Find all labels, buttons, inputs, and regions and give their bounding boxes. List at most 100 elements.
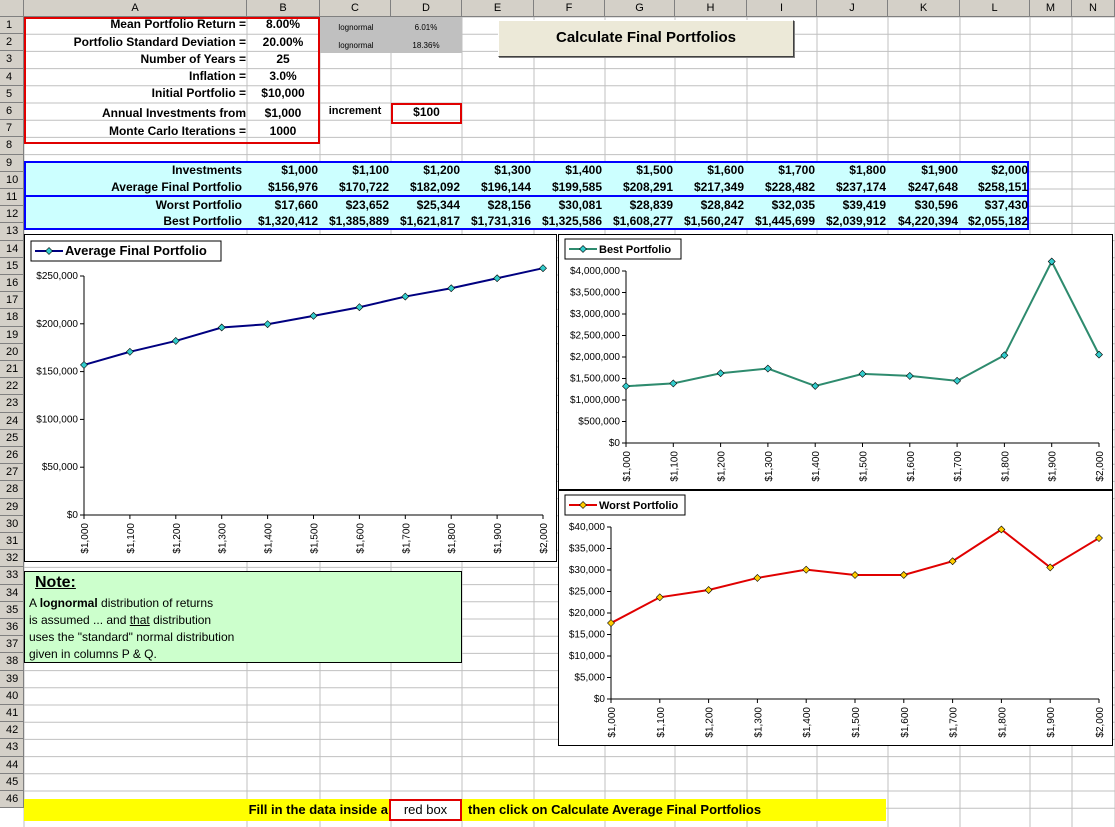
- row-header-28[interactable]: 28: [0, 481, 24, 499]
- row-header-5[interactable]: 5: [0, 85, 24, 103]
- x-tick-label: $1,100: [669, 451, 680, 482]
- row-header-42[interactable]: 42: [0, 722, 24, 740]
- row-header-21[interactable]: 21: [0, 361, 24, 379]
- row-header-9[interactable]: 9: [0, 154, 24, 172]
- y-tick-label: $20,000: [569, 608, 606, 619]
- table-cell: $182,092: [409, 180, 460, 194]
- table-cell: $1,000: [281, 163, 318, 177]
- data-point: [125, 347, 134, 356]
- increment-value[interactable]: $100: [413, 105, 440, 119]
- row-header-17[interactable]: 17: [0, 292, 24, 310]
- lognormal-cells: [320, 17, 462, 53]
- row-header-26[interactable]: 26: [0, 447, 24, 465]
- row-header-23[interactable]: 23: [0, 395, 24, 413]
- series-line: [625, 259, 1100, 388]
- row-header-22[interactable]: 22: [0, 378, 24, 396]
- y-tick-label: $3,500,000: [570, 288, 620, 299]
- inflation-value[interactable]: 3.0%: [269, 69, 297, 83]
- row-header-33[interactable]: 33: [0, 567, 24, 585]
- row-header-38[interactable]: 38: [0, 653, 24, 671]
- row-header-10[interactable]: 10: [0, 171, 24, 189]
- row-header-15[interactable]: 15: [0, 257, 24, 275]
- note-box: Note: A lognormal distribution of return…: [24, 571, 462, 663]
- row-header-25[interactable]: 25: [0, 429, 24, 447]
- data-point: [948, 557, 957, 566]
- std-dev-value[interactable]: 20.00%: [262, 35, 304, 49]
- column-header-B[interactable]: B: [247, 0, 320, 17]
- column-header-K[interactable]: K: [888, 0, 960, 17]
- row-header-36[interactable]: 36: [0, 619, 24, 637]
- column-header-F[interactable]: F: [534, 0, 605, 17]
- row-header-19[interactable]: 19: [0, 326, 24, 344]
- row-header-18[interactable]: 18: [0, 309, 24, 327]
- y-tick-label: $40,000: [569, 522, 606, 533]
- row-header-29[interactable]: 29: [0, 498, 24, 516]
- years-value[interactable]: 25: [276, 52, 290, 66]
- row-header-46[interactable]: 46: [0, 791, 24, 809]
- best-chart[interactable]: $0 $500,000 $1,000,000 $1,500,000 $2,000,000…: [558, 234, 1113, 490]
- row-header-27[interactable]: 27: [0, 464, 24, 482]
- row-header-30[interactable]: 30: [0, 515, 24, 533]
- table-cell: $1,325,586: [541, 214, 602, 228]
- column-header-E[interactable]: E: [462, 0, 534, 17]
- mean-return-value[interactable]: 8.00%: [265, 17, 301, 31]
- row-header-12[interactable]: 12: [0, 206, 24, 224]
- row-header-1[interactable]: 1: [0, 17, 24, 35]
- row-header-20[interactable]: 20: [0, 343, 24, 361]
- column-header-L[interactable]: L: [960, 0, 1030, 17]
- table-cell: $30,596: [914, 198, 958, 212]
- row-header-39[interactable]: 39: [0, 670, 24, 688]
- column-header-D[interactable]: D: [391, 0, 462, 17]
- row-header-35[interactable]: 35: [0, 601, 24, 619]
- calculate-final-portfolios-button[interactable]: Calculate Final Portfolios: [498, 20, 794, 57]
- row-header-3[interactable]: 3: [0, 51, 24, 69]
- row-header-13[interactable]: 13: [0, 223, 24, 241]
- row-header-7[interactable]: 7: [0, 120, 24, 138]
- row-header-32[interactable]: 32: [0, 550, 24, 568]
- row-header-40[interactable]: 40: [0, 687, 24, 705]
- row-header-14[interactable]: 14: [0, 240, 24, 258]
- select-all-corner[interactable]: [0, 0, 24, 17]
- annual-investments-value[interactable]: $1,000: [264, 106, 302, 120]
- data-point: [309, 311, 318, 320]
- column-header-M[interactable]: M: [1030, 0, 1072, 17]
- row-header-8[interactable]: 8: [0, 137, 24, 155]
- x-tick-label: $1,700: [953, 451, 964, 482]
- monte-carlo-value[interactable]: 1000: [269, 124, 297, 138]
- row-header-2[interactable]: 2: [0, 34, 24, 52]
- x-tick-label: $1,000: [622, 451, 633, 482]
- column-header-N[interactable]: N: [1072, 0, 1115, 17]
- table-cell: $2,039,912: [825, 214, 886, 228]
- table-row-label: Best Portfolio: [163, 214, 242, 228]
- row-header-16[interactable]: 16: [0, 275, 24, 293]
- table-row-label: Worst Portfolio: [155, 198, 242, 212]
- data-point: [1000, 351, 1009, 360]
- table-cell: $1,400: [565, 163, 602, 177]
- column-header-G[interactable]: G: [605, 0, 675, 17]
- row-header-37[interactable]: 37: [0, 636, 24, 654]
- data-point: [447, 284, 456, 293]
- row-header-11[interactable]: 11: [0, 189, 24, 207]
- column-header-I[interactable]: I: [747, 0, 817, 17]
- row-header-6[interactable]: 6: [0, 103, 24, 121]
- row-header-24[interactable]: 24: [0, 412, 24, 430]
- worst-chart[interactable]: $0 $5,000 $10,000 $15,000 $20,000 $25,000 $30,…: [558, 490, 1113, 746]
- column-header-A[interactable]: A: [24, 0, 247, 17]
- row-header-45[interactable]: 45: [0, 773, 24, 791]
- average-chart[interactable]: $0 $50,000 $100,000 $150,000 $200,000 $250,00…: [24, 234, 557, 562]
- row-header-43[interactable]: 43: [0, 739, 24, 757]
- initial-portfolio-value[interactable]: $10,000: [261, 86, 305, 100]
- data-point: [753, 574, 762, 582]
- mean-return-label: Mean Portfolio Return =: [110, 17, 246, 31]
- row-header-41[interactable]: 41: [0, 705, 24, 723]
- row-header-31[interactable]: 31: [0, 533, 24, 551]
- initial-portfolio-label: Initial Portfolio =: [151, 86, 246, 100]
- x-tick-label: $1,000: [607, 707, 618, 738]
- column-header-J[interactable]: J: [817, 0, 888, 17]
- row-header-44[interactable]: 44: [0, 756, 24, 774]
- increment-red-box: [391, 103, 462, 124]
- column-header-H[interactable]: H: [675, 0, 747, 17]
- column-header-C[interactable]: C: [320, 0, 391, 17]
- row-header-34[interactable]: 34: [0, 584, 24, 602]
- row-header-4[interactable]: 4: [0, 68, 24, 86]
